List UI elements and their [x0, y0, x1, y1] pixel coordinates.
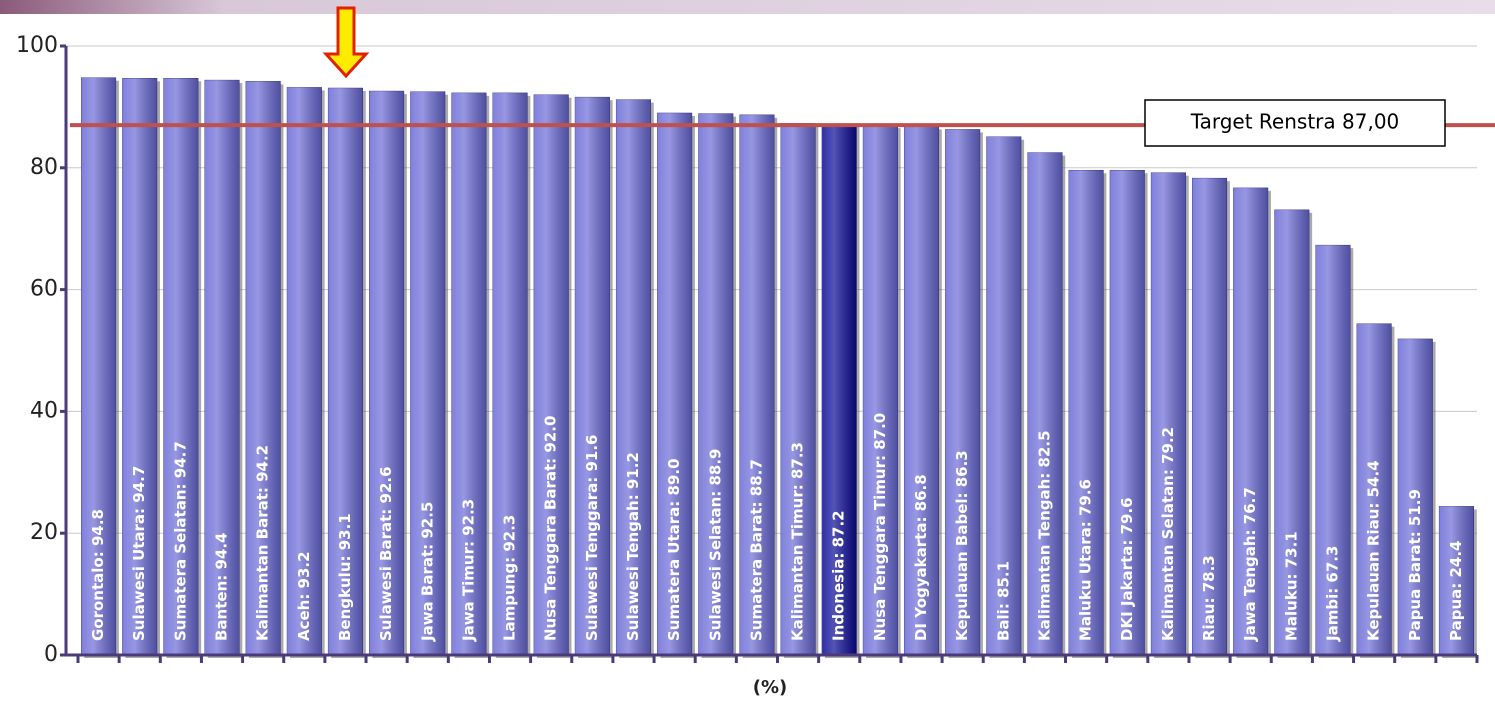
- target-label: Target Renstra 87,00: [1190, 110, 1400, 134]
- bar-shine: [81, 77, 116, 656]
- value-label: Papua: 24.4: [1447, 541, 1465, 641]
- bar-shine: [451, 92, 487, 655]
- bar-shine: [1356, 323, 1392, 655]
- bar-shine: [616, 99, 651, 656]
- value-label: Kalimantan Tengah: 82.5: [1035, 430, 1053, 641]
- value-label: Sulawesi Tenggara: 91.6: [583, 434, 601, 641]
- value-label: Jawa Barat: 92.5: [418, 502, 436, 642]
- bar-shine: [575, 97, 610, 655]
- bar-shine: [410, 91, 446, 656]
- bar-shine: [287, 87, 322, 656]
- value-label: DKI Jakarta: 79.6: [1118, 497, 1136, 641]
- value-label: Sulawesi Utara: 94.7: [130, 466, 148, 641]
- value-label: Jambi: 67.3: [1323, 546, 1341, 642]
- value-label: Sulawesi Selatan: 88.9: [706, 448, 724, 641]
- bar-shine: [1192, 178, 1227, 655]
- bar-shine: [122, 78, 158, 656]
- value-label: Kepulauan Babel: 86.3: [953, 450, 971, 641]
- bar-shine: [1439, 506, 1474, 655]
- header-strip: [0, 0, 1495, 14]
- value-label: DI Yogyakarta: 86.8: [912, 474, 930, 641]
- bar-shine: [1315, 245, 1351, 655]
- bar-shine: [369, 91, 404, 656]
- bar-shine: [739, 114, 775, 655]
- value-label: Kalimantan Selatan: 79.2: [1159, 427, 1177, 641]
- bar-shine: [780, 123, 816, 655]
- value-label: Kepulauan Riau: 54.4: [1365, 460, 1383, 641]
- bars: Gorontalo: 94.8 Sulawesi Utara: 94.7 Sumat…: [81, 77, 1477, 659]
- bar-shine: [533, 94, 569, 656]
- value-label: Maluku Utara: 79.6: [1077, 479, 1095, 641]
- value-label: Bengkulu: 93.1: [336, 513, 354, 641]
- bar-shine: [204, 80, 240, 655]
- value-label: Sulawesi Barat: 92.6: [377, 466, 395, 641]
- bar-shine: [1397, 338, 1433, 655]
- bar-shine: [328, 88, 363, 656]
- bar-shine: [492, 92, 528, 655]
- value-label: Sumatera Selatan: 94.7: [171, 441, 189, 641]
- bar-shine: [163, 78, 199, 656]
- y-tick-label: 60: [30, 277, 58, 302]
- bar-shine: [657, 112, 692, 656]
- bar-shine: [1274, 209, 1310, 656]
- value-label: Gorontalo: 94.8: [89, 509, 107, 641]
- value-label: Sulawesi Tengah: 91.2: [624, 452, 642, 641]
- value-label: Kalimantan Barat: 94.2: [254, 445, 272, 641]
- value-label: Lampung: 92.3: [501, 515, 519, 641]
- y-tick-label: 80: [30, 155, 58, 180]
- bar-shine: [821, 123, 857, 655]
- y-tick-label: 0: [44, 642, 58, 667]
- bar-shine: [986, 136, 1022, 656]
- value-label: Jawa Tengah: 76.7: [1241, 487, 1259, 642]
- y-tick-label: 40: [30, 398, 58, 423]
- bar-shine: [698, 113, 734, 655]
- value-label: Aceh: 93.2: [295, 551, 313, 641]
- value-label: Nusa Tenggara Timur: 87.0: [871, 413, 889, 641]
- y-tick-label: 20: [30, 520, 58, 545]
- bar-shine: [1027, 152, 1063, 655]
- value-label: Maluku: 73.1: [1282, 531, 1300, 641]
- value-label: Papua Barat: 51.9: [1406, 489, 1424, 641]
- value-label: Riau: 78.3: [1200, 555, 1218, 641]
- bar-shine: [1068, 170, 1104, 655]
- x-axis-label: (%): [753, 677, 788, 698]
- bar-shine: [863, 125, 898, 656]
- value-label: Indonesia: 87.2: [830, 510, 848, 641]
- y-tick-label: 100: [16, 33, 58, 58]
- bar-shine: [1233, 187, 1268, 655]
- bar-shine: [1151, 172, 1186, 655]
- value-label: Sumatera Barat: 88.7: [747, 459, 765, 641]
- value-label: Sumatera Utara: 89.0: [665, 458, 683, 641]
- bar-shine: [1109, 170, 1145, 655]
- target-box: [1144, 99, 1446, 147]
- bar-shine: [245, 81, 281, 655]
- value-label: Bali: 85.1: [994, 561, 1012, 641]
- value-label: Banten: 94.4: [213, 533, 231, 642]
- overlay: Target Renstra 87,00: [64, 46, 1495, 663]
- bar-shine: [945, 129, 980, 656]
- value-label: Nusa Tenggara Barat: 92.0: [542, 416, 560, 641]
- pointer-arrow: [322, 6, 370, 79]
- bar-shine: [904, 126, 939, 655]
- value-label: Kalimantan Timur: 87.3: [789, 442, 807, 641]
- value-label: Jawa Timur: 92.3: [459, 499, 477, 642]
